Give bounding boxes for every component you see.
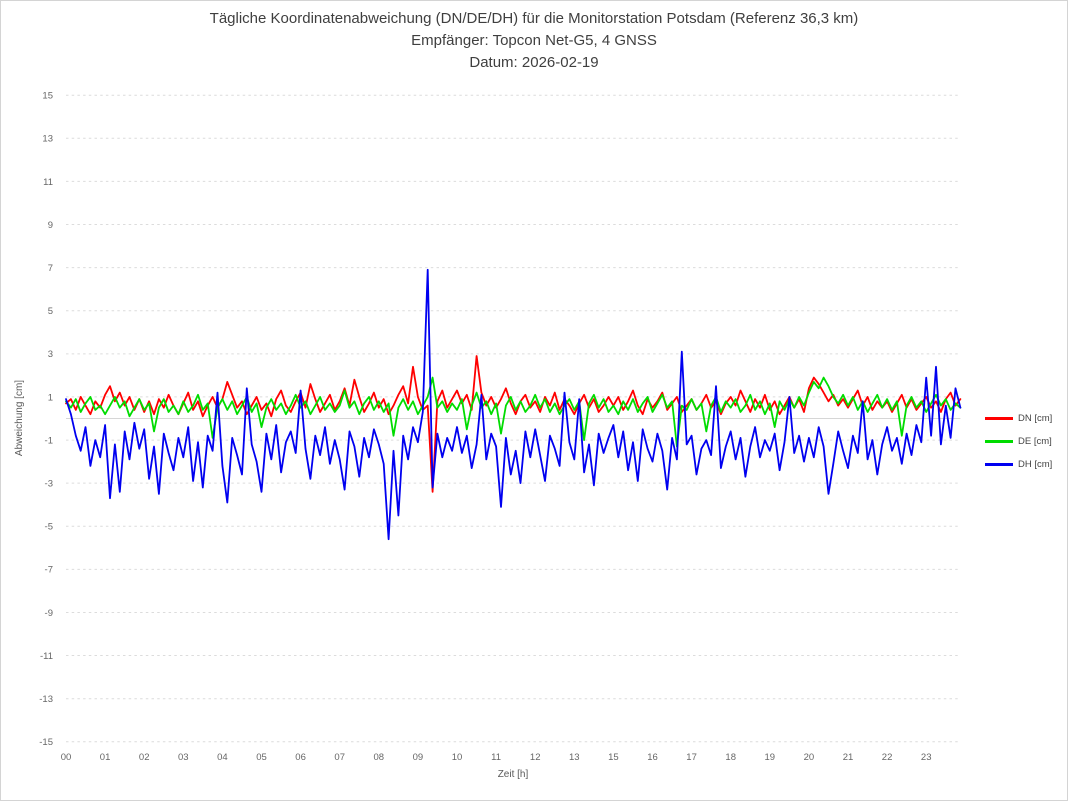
gridlines (66, 94, 961, 743)
y-tick-label: -13 (39, 694, 53, 705)
y-tick-label: -11 (40, 651, 53, 662)
x-tick-label: 17 (686, 752, 697, 763)
y-tick-label: 5 (48, 306, 53, 317)
x-tick-label: 08 (374, 752, 385, 763)
y-tick-label: -15 (39, 737, 53, 748)
series-line-dn (65, 355, 962, 493)
y-tick-label: 11 (43, 177, 53, 188)
x-tick-label: 03 (178, 752, 189, 763)
y-tick-label: -5 (45, 522, 53, 533)
x-tick-label: 12 (530, 752, 541, 763)
legend-color-line (985, 440, 1013, 443)
legend-color-line (985, 463, 1013, 466)
y-tick-label: 3 (48, 349, 53, 360)
x-tick-label: 01 (100, 752, 111, 763)
legend-color-line (985, 417, 1013, 420)
x-tick-label: 06 (295, 752, 306, 763)
series-line-dh (65, 268, 962, 541)
chart-legend: DN [cm] DE [cm] DH [cm] (985, 407, 1052, 476)
x-tick-label: 21 (843, 752, 854, 763)
y-tick-label: 1 (48, 392, 53, 403)
chart-subtitle-date: Datum: 2026-02-19 (469, 54, 599, 71)
legend-item-de: DE [cm] (985, 430, 1052, 453)
chart-subtitle-receiver: Empfänger: Topcon Net-G5, 4 GNSS (411, 32, 657, 49)
y-tick-label: 7 (48, 263, 53, 274)
x-axis-tick-labels: 00 01 02 03 04 05 06 07 08 09 10 11 12 13 15 16 17 18 19 20… (61, 752, 932, 763)
legend-label: DE [cm] (1018, 436, 1052, 447)
legend-item-dh: DH [cm] (985, 453, 1052, 476)
data-series-lines (65, 268, 962, 541)
x-tick-label: 15 (608, 752, 619, 763)
y-tick-label: -9 (45, 608, 53, 619)
x-tick-label: 19 (765, 752, 776, 763)
x-tick-label: 02 (139, 752, 150, 763)
x-tick-label: 07 (334, 752, 345, 763)
y-tick-label: -3 (45, 478, 53, 489)
x-tick-label: 00 (61, 752, 72, 763)
legend-item-dn: DN [cm] (985, 407, 1052, 430)
x-tick-label: 16 (647, 752, 658, 763)
x-tick-label: 10 (452, 752, 463, 763)
series-line-de (65, 376, 962, 448)
chart-title-block: Tägliche Koordinatenabweichung (DN/DE/DH… (1, 8, 1067, 74)
x-tick-label: 23 (921, 752, 932, 763)
x-tick-label: 22 (882, 752, 893, 763)
x-axis-title: Zeit [h] (498, 769, 529, 780)
x-tick-label: 09 (413, 752, 424, 763)
x-tick-label: 05 (256, 752, 267, 763)
y-tick-label: 9 (48, 220, 53, 231)
y-tick-label: 15 (42, 91, 53, 102)
legend-label: DH [cm] (1018, 459, 1053, 470)
y-tick-label: -1 (45, 435, 53, 446)
x-tick-label: 04 (217, 752, 228, 763)
y-axis-title: Abweichung [cm] (14, 380, 25, 456)
x-tick-label: 18 (725, 752, 736, 763)
chart-title: Tägliche Koordinatenabweichung (DN/DE/DH… (209, 10, 859, 27)
x-tick-label: 11 (491, 752, 501, 763)
legend-label: DN [cm] (1018, 413, 1053, 424)
x-tick-label: 20 (804, 752, 815, 763)
y-tick-label: 13 (42, 134, 53, 145)
x-tick-label: 13 (569, 752, 580, 763)
y-tick-label: -7 (45, 565, 53, 576)
